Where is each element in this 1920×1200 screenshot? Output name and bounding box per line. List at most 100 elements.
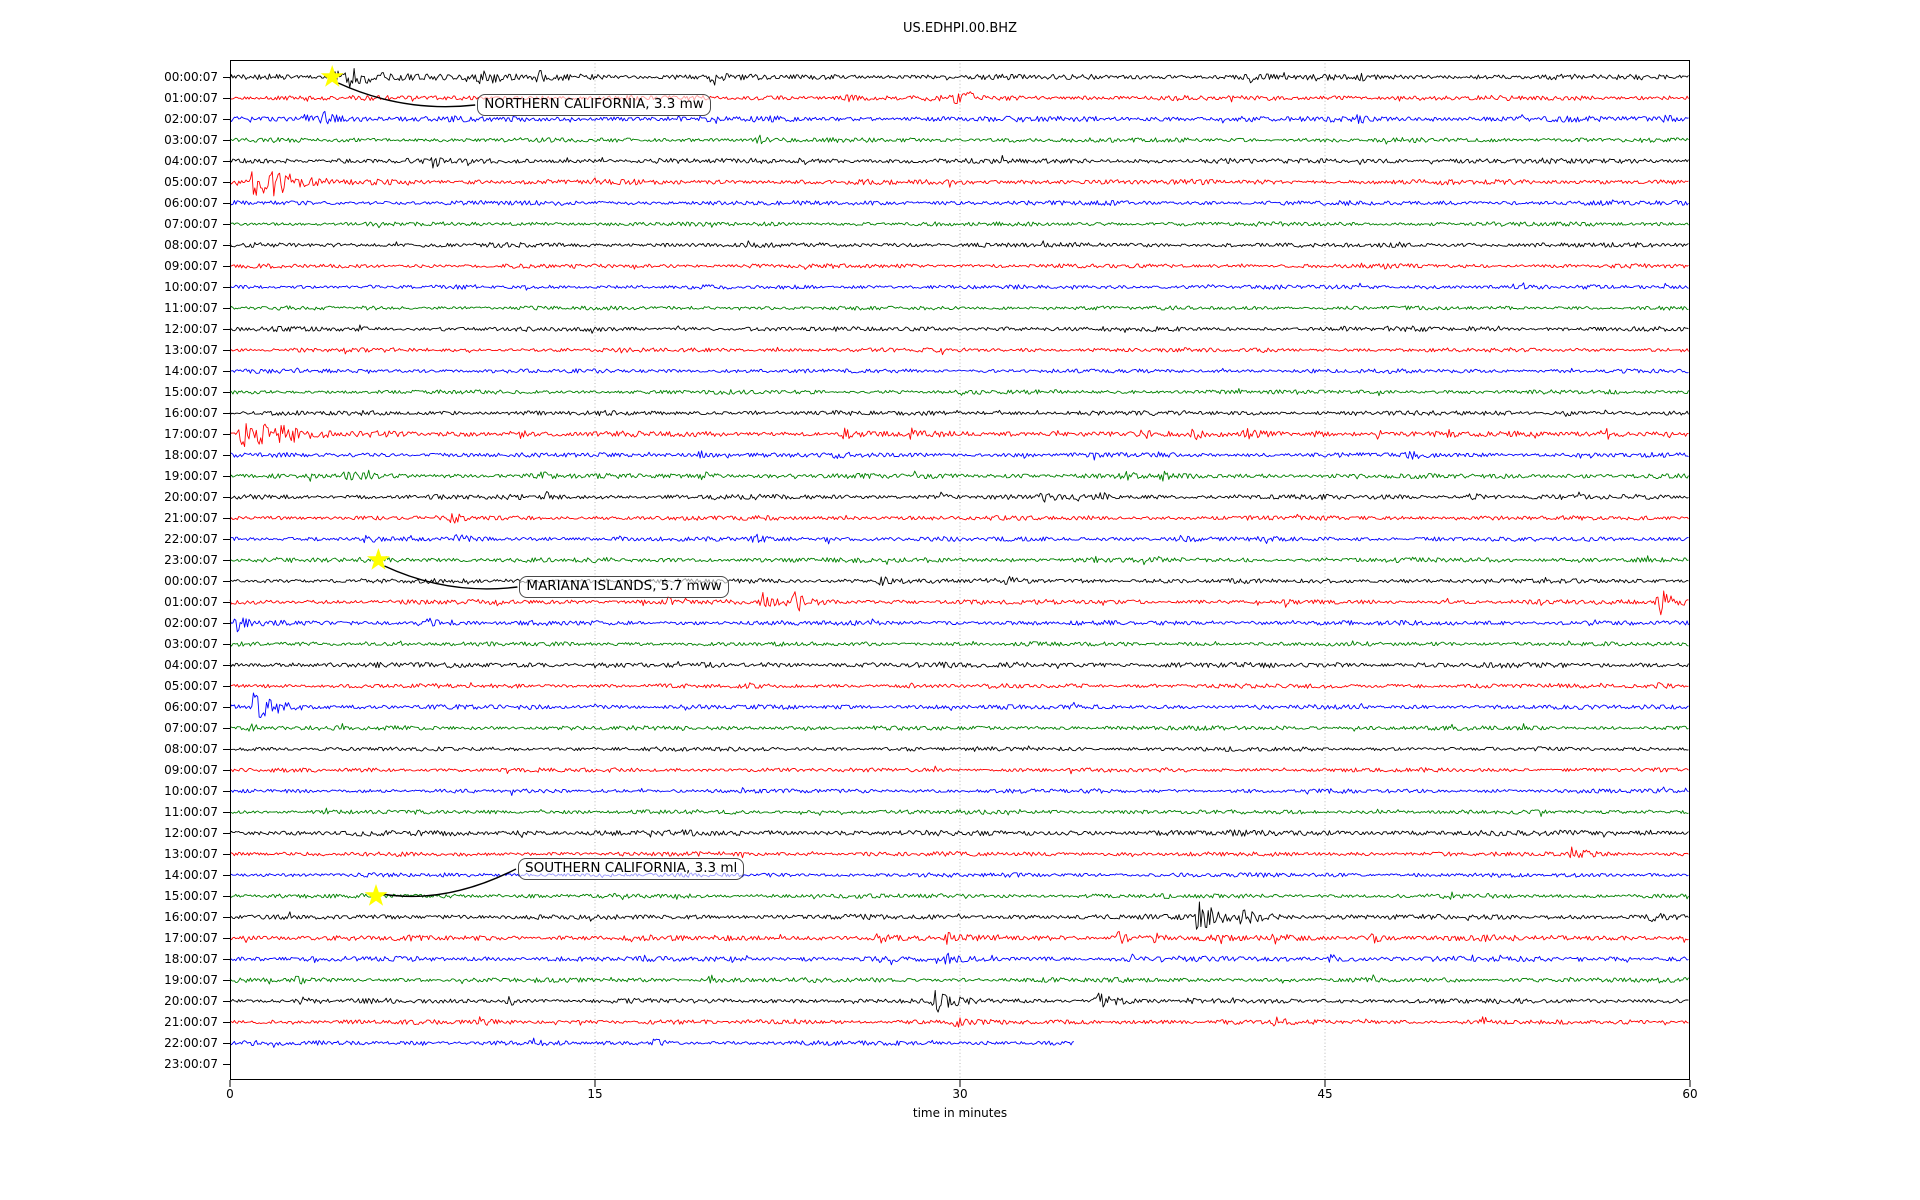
trace-row-15 [229,388,1689,397]
trace-row-41 [229,930,1689,945]
trace-row-3 [229,134,1689,145]
trace-row-37 [229,846,1689,859]
x-axis-label: time in minutes [912,1106,1008,1120]
y-tick-label: 01:00:07 [164,595,218,609]
y-tick-label: 05:00:07 [164,679,218,693]
trace-row-1 [229,91,1689,105]
y-tick-label: 17:00:07 [164,427,218,441]
x-tick-label: 45 [1317,1087,1333,1101]
trace-row-14 [229,367,1689,374]
event-star-icon-0 [320,65,344,87]
y-tick-label: 04:00:07 [164,658,218,672]
y-tick-label: 13:00:07 [164,847,218,861]
trace-row-26 [229,617,1689,633]
x-tick-label: 30 [952,1087,968,1101]
y-tick-label: 19:00:07 [164,973,218,987]
y-tick-label: 23:00:07 [164,1057,218,1071]
y-tick-label: 03:00:07 [164,133,218,147]
y-tick-label: 09:00:07 [164,763,218,777]
trace-row-42 [229,952,1689,966]
trace-row-30 [229,692,1689,719]
y-tick-label: 00:00:07 [164,574,218,588]
trace-row-35 [229,807,1689,817]
y-tick-label: 00:00:07 [164,70,218,84]
y-tick-label: 22:00:07 [164,532,218,546]
trace-row-23 [229,555,1689,566]
y-tick-label: 14:00:07 [164,364,218,378]
event-annotation-2: SOUTHERN CALIFORNIA, 3.3 ml [518,858,745,880]
y-tick-label: 15:00:07 [164,385,218,399]
event-connector-0 [337,82,476,108]
trace-row-16 [229,409,1689,417]
y-tick-label: 21:00:07 [164,511,218,525]
trace-row-40 [229,901,1689,930]
trace-row-12 [229,324,1689,334]
x-tick-label: 15 [587,1087,603,1101]
trace-row-44 [229,989,1689,1013]
trace-row-11 [229,305,1689,311]
trace-row-22 [229,533,1689,545]
x-tick-label: 60 [1682,1087,1698,1101]
trace-row-38 [229,872,1689,878]
trace-row-31 [229,723,1689,732]
y-tick-label: 08:00:07 [164,742,218,756]
y-tick-label: 16:00:07 [164,406,218,420]
trace-row-9 [229,262,1689,270]
trace-row-28 [229,661,1689,669]
y-tick-label: 09:00:07 [164,259,218,273]
event-connector-1 [384,565,518,590]
y-tick-label: 22:00:07 [164,1036,218,1050]
trace-row-33 [229,765,1689,775]
trace-row-18 [229,450,1689,461]
y-tick-label: 02:00:07 [164,112,218,126]
y-tick-label: 02:00:07 [164,616,218,630]
trace-row-7 [229,221,1689,229]
y-tick-label: 07:00:07 [164,721,218,735]
y-tick-label: 12:00:07 [164,826,218,840]
trace-row-46 [229,1037,1075,1048]
event-annotation-0: NORTHERN CALIFORNIA, 3.3 mw [477,94,711,116]
trace-row-39 [229,891,1689,901]
y-tick-label: 11:00:07 [164,805,218,819]
event-connector-2 [381,868,517,898]
y-tick-label: 21:00:07 [164,1015,218,1029]
trace-row-4 [229,154,1689,169]
trace-row-29 [229,682,1689,689]
y-tick-label: 04:00:07 [164,154,218,168]
trace-row-21 [229,513,1689,524]
trace-row-17 [229,423,1689,448]
trace-row-10 [229,282,1689,291]
plot-frame [230,60,1690,1080]
trace-row-24 [229,575,1689,586]
trace-row-43 [229,974,1689,985]
trace-row-13 [229,346,1689,356]
y-tick-label: 03:00:07 [164,637,218,651]
trace-row-32 [230,745,1689,752]
y-tick-label: 20:00:07 [164,994,218,1008]
event-annotation-1: MARIANA ISLANDS, 5.7 mww [519,576,729,598]
y-tick-label: 08:00:07 [164,238,218,252]
y-tick-label: 11:00:07 [164,301,218,315]
y-tick-label: 19:00:07 [164,469,218,483]
y-tick-label: 15:00:07 [164,889,218,903]
x-tick-label: 0 [226,1087,234,1101]
trace-row-34 [229,786,1689,796]
event-star-icon-1 [367,548,390,570]
trace-row-6 [229,199,1689,206]
y-tick-label: 14:00:07 [164,868,218,882]
y-tick-label: 10:00:07 [164,280,218,294]
trace-row-25 [229,590,1689,616]
y-tick-label: 13:00:07 [164,343,218,357]
trace-row-5 [229,171,1689,197]
y-tick-label: 17:00:07 [164,931,218,945]
y-tick-label: 18:00:07 [164,952,218,966]
event-star-icon-2 [364,884,388,906]
y-tick-label: 01:00:07 [164,91,218,105]
trace-row-27 [229,640,1689,647]
figure-title: US.EDHPI.00.BHZ [903,21,1017,36]
trace-row-2 [229,110,1689,125]
trace-row-0 [229,68,1689,89]
trace-row-19 [229,469,1689,482]
y-tick-label: 10:00:07 [164,784,218,798]
